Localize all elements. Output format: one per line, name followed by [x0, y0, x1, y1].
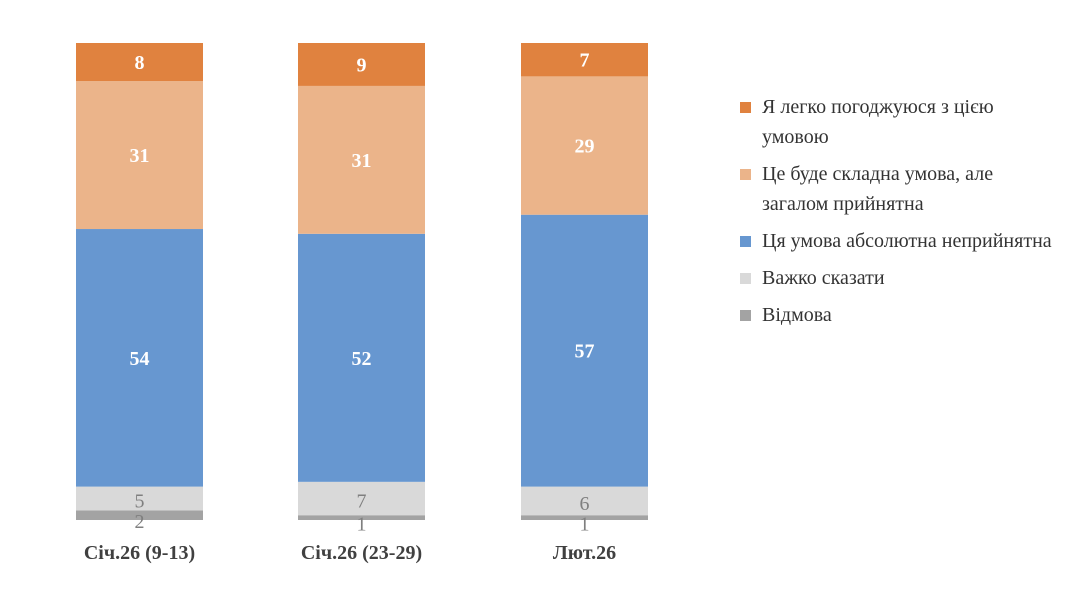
- data-label: 9: [357, 54, 367, 76]
- bar-segment: [298, 481, 425, 516]
- data-label: 1: [580, 514, 590, 536]
- x-tick-label: Лют.26: [553, 542, 616, 564]
- legend: Я легко погоджуюся з цією умовою Це буде …: [740, 92, 1060, 337]
- legend-label: Відмова: [762, 304, 832, 326]
- bar-segment: [298, 43, 425, 86]
- legend-item: Це буде складна умова, але загалом прийн…: [740, 159, 1060, 219]
- data-label: 52: [352, 348, 372, 370]
- bar-segment: [298, 233, 425, 482]
- bar-segment: [298, 515, 425, 520]
- legend-label: Ця умова абсолютна неприйнятна: [762, 230, 1052, 252]
- data-label: 57: [575, 341, 595, 363]
- legend-swatch: [740, 273, 751, 284]
- bar-segment: [76, 486, 203, 511]
- legend-label: Важко сказати: [762, 267, 885, 289]
- legend-swatch: [740, 236, 751, 247]
- data-label: 1: [357, 514, 367, 536]
- bar-segment: [298, 85, 425, 234]
- legend-swatch: [740, 102, 751, 113]
- legend-item: Відмова: [740, 300, 1060, 330]
- data-label: 31: [352, 150, 372, 172]
- bar-segment: [521, 76, 648, 215]
- legend-swatch: [740, 169, 751, 180]
- data-label: 7: [357, 491, 367, 513]
- bar-segment: [76, 510, 203, 520]
- bar-segment: [521, 515, 648, 520]
- legend-swatch: [740, 310, 751, 321]
- legend-item: Важко сказати: [740, 263, 1060, 293]
- data-label: 2: [135, 511, 145, 533]
- data-label: 6: [580, 493, 590, 515]
- legend-label: Я легко погоджуюся з цією умовою: [762, 96, 994, 148]
- legend-item: Я легко погоджуюся з цією умовою: [740, 92, 1060, 152]
- data-label: 7: [580, 50, 590, 72]
- bar-segment: [521, 486, 648, 516]
- data-label: 8: [135, 52, 145, 74]
- bar-segment: [76, 229, 203, 487]
- bar-segment: [76, 81, 203, 230]
- legend-label: Це буде складна умова, але загалом прийн…: [762, 163, 994, 215]
- legend-item: Ця умова абсолютна неприйнятна: [740, 226, 1060, 256]
- data-label: 31: [130, 145, 150, 167]
- data-label: 54: [130, 348, 150, 370]
- bar-segment: [521, 43, 648, 77]
- bar-segment: [76, 43, 203, 82]
- x-tick-label: Січ.26 (23-29): [301, 542, 422, 564]
- data-label: 29: [575, 136, 595, 158]
- bar-segment: [521, 214, 648, 487]
- x-tick-label: Січ.26 (9-13): [84, 542, 195, 564]
- data-label: 5: [135, 491, 145, 513]
